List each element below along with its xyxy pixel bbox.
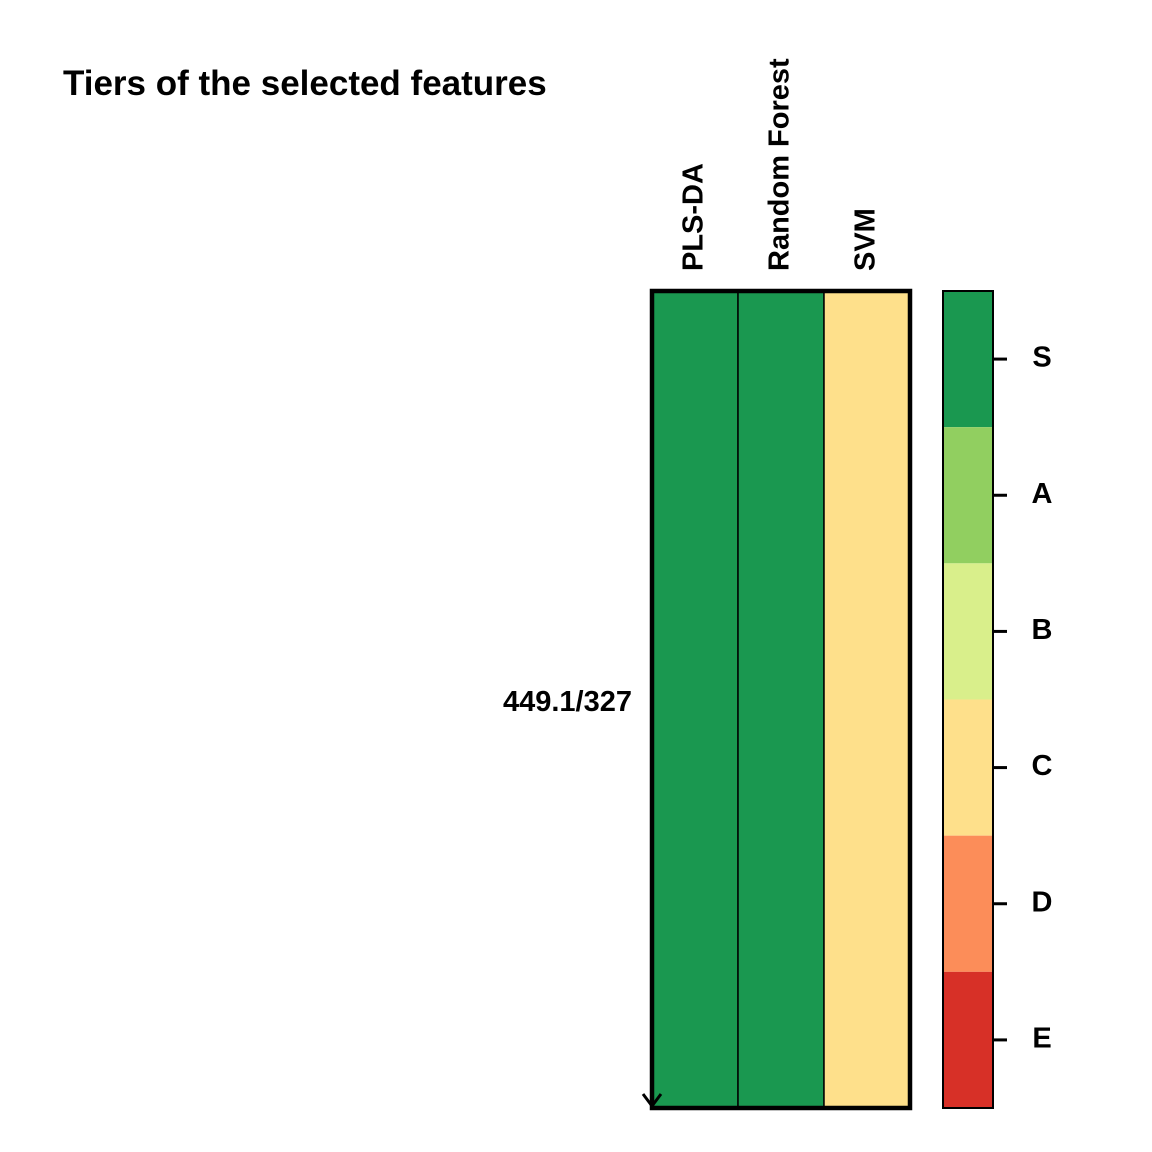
legend-label-c: C bbox=[1032, 750, 1053, 782]
heatmap-cell-pls-da bbox=[651, 290, 739, 1109]
legend-swatch-e bbox=[943, 971, 993, 1108]
row-labels: 449.1/327 bbox=[503, 686, 632, 718]
legend-label-d: D bbox=[1032, 886, 1053, 918]
legend-swatch-b bbox=[943, 563, 993, 700]
heatmap-cell-random-forest bbox=[737, 290, 825, 1109]
tier-legend: S A B C D E bbox=[942, 290, 1053, 1109]
legend-swatch-s bbox=[943, 291, 993, 428]
legend-label-b: B bbox=[1032, 614, 1053, 646]
legend-swatch-a bbox=[943, 427, 993, 564]
legend-swatch-c bbox=[943, 699, 993, 836]
legend-swatch-d bbox=[943, 835, 993, 972]
column-labels: PLS-DA Random Forest SVM bbox=[678, 58, 882, 271]
row-order-arrow-icon bbox=[641, 1080, 663, 1109]
legend-label-s: S bbox=[1032, 342, 1051, 374]
legend-label-a: A bbox=[1032, 478, 1053, 510]
heatmap-cells bbox=[641, 288, 913, 1111]
legend-label-e: E bbox=[1032, 1023, 1051, 1055]
column-label-random-forest: Random Forest bbox=[764, 58, 796, 271]
row-label: 449.1/327 bbox=[503, 686, 632, 718]
column-label-pls-da: PLS-DA bbox=[678, 163, 710, 271]
heatmap-border bbox=[649, 288, 913, 1111]
column-label-svm: SVM bbox=[850, 208, 882, 271]
legend-border bbox=[942, 290, 994, 1109]
heatmap-cell-svm bbox=[823, 290, 911, 1109]
chart-title: Tiers of the selected features bbox=[63, 64, 547, 103]
